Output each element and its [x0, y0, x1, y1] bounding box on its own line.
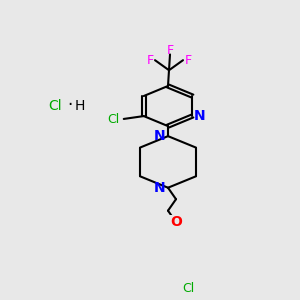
- Text: Cl: Cl: [182, 281, 194, 295]
- Text: ·: ·: [68, 96, 73, 114]
- Text: Cl: Cl: [48, 99, 62, 113]
- Text: F: F: [167, 44, 174, 57]
- Text: N: N: [194, 109, 205, 123]
- Text: O: O: [170, 215, 182, 229]
- Text: F: F: [146, 54, 154, 67]
- Text: N: N: [154, 181, 166, 195]
- Text: Cl: Cl: [108, 113, 120, 126]
- Text: H: H: [75, 99, 85, 113]
- Text: F: F: [184, 54, 192, 67]
- Text: N: N: [154, 129, 166, 143]
